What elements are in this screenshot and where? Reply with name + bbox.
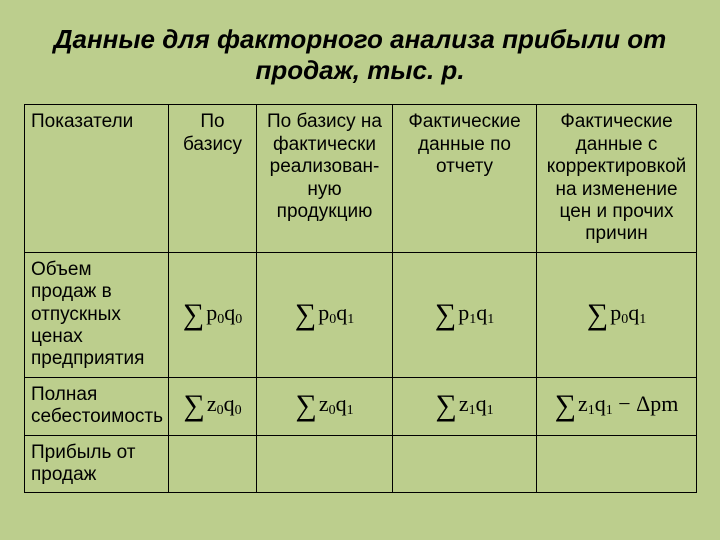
table-header-row: Показатели По базису По базису на факти­… bbox=[25, 105, 697, 252]
sigma-icon: ∑ bbox=[555, 389, 576, 423]
formula-cell bbox=[257, 435, 393, 493]
formula-cell: ∑p0q0 bbox=[169, 252, 257, 377]
formula-cell bbox=[537, 435, 697, 493]
formula-cell: ∑z0q1 bbox=[257, 377, 393, 435]
formula-cell bbox=[393, 435, 537, 493]
sigma-icon: ∑ bbox=[295, 298, 316, 332]
formula-cell: ∑p0q1 bbox=[257, 252, 393, 377]
page-title: Данные для факторного анализа прибыли от… bbox=[24, 24, 696, 86]
col-header-indicators: Показатели bbox=[25, 105, 169, 252]
table-row: Прибыль от продаж bbox=[25, 435, 697, 493]
col-header-actual-adjusted: Фактические данные с корректиров­кой на … bbox=[537, 105, 697, 252]
table-row: Объем продаж в отпускных ценах предприят… bbox=[25, 252, 697, 377]
sigma-icon: ∑ bbox=[587, 298, 608, 332]
row-label-sales-profit: Прибыль от продаж bbox=[25, 435, 169, 493]
col-header-actual-report: Фактичес­кие данные по отчету bbox=[393, 105, 537, 252]
formula-cell: ∑p0q1 bbox=[537, 252, 697, 377]
formula-cell bbox=[169, 435, 257, 493]
formula-cell: ∑z1q1 bbox=[393, 377, 537, 435]
sigma-icon: ∑ bbox=[435, 389, 456, 423]
sigma-icon: ∑ bbox=[435, 298, 456, 332]
sigma-icon: ∑ bbox=[183, 298, 204, 332]
table-row: Полная себестоимость ∑z0q0 ∑z0q1 ∑z1q1 ∑… bbox=[25, 377, 697, 435]
row-label-full-cost: Полная себестоимость bbox=[25, 377, 169, 435]
factor-analysis-table: Показатели По базису По базису на факти­… bbox=[24, 104, 697, 493]
sigma-icon: ∑ bbox=[295, 389, 316, 423]
formula-cell: ∑z0q0 bbox=[169, 377, 257, 435]
row-label-sales-volume: Объем продаж в отпускных ценах предприят… bbox=[25, 252, 169, 377]
formula-cell: ∑z1q1 − Δpm bbox=[537, 377, 697, 435]
col-header-basis-actual-output: По базису на факти­чески реа­лизован­ную… bbox=[257, 105, 393, 252]
col-header-basis: По базису bbox=[169, 105, 257, 252]
sigma-icon: ∑ bbox=[183, 389, 204, 423]
formula-cell: ∑p1q1 bbox=[393, 252, 537, 377]
